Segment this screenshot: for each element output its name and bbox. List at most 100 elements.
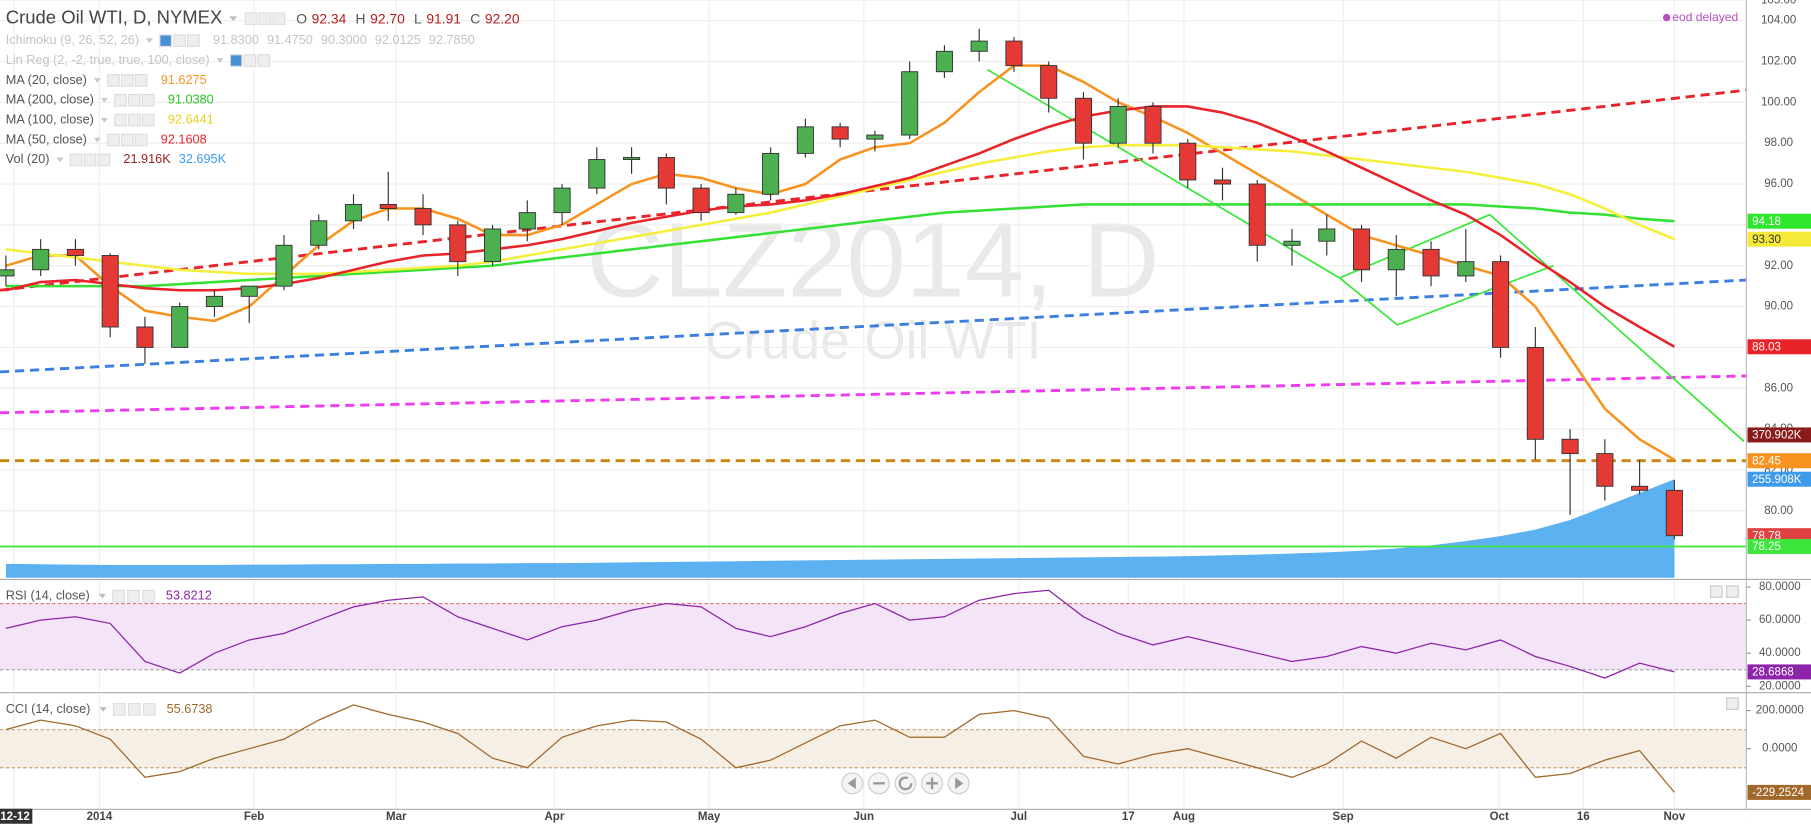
price-label-box — [1747, 471, 1811, 487]
candle-body — [1631, 485, 1649, 491]
price-label: 255.908K — [1752, 474, 1802, 486]
price-label: 88.03 — [1752, 341, 1781, 353]
legend-value: 21.916K — [123, 152, 171, 166]
trend-line — [1339, 277, 1398, 326]
candle-body — [205, 295, 224, 308]
price-label-box — [1747, 213, 1811, 229]
chart-title: Crude Oil WTI, D, NYMEX — [6, 7, 223, 28]
legend-value: 32.695K — [179, 152, 227, 166]
menu-arrow — [98, 593, 106, 599]
value-label: -229.2524 — [1752, 787, 1805, 799]
menu-arrow — [93, 78, 101, 83]
candle-body — [0, 269, 15, 277]
candle-body — [657, 157, 675, 189]
candle-body — [1352, 228, 1371, 271]
legend-value: 92.6441 — [168, 112, 214, 126]
candle-body — [1387, 248, 1405, 271]
candle-body — [136, 326, 154, 348]
pane-button[interactable] — [1709, 585, 1723, 598]
ohlc-value: 92.20 — [485, 11, 520, 27]
legend-icon — [134, 74, 148, 87]
candle-body — [1179, 142, 1197, 181]
x-tick-label: Nov — [1663, 811, 1685, 823]
pane-button[interactable] — [1726, 585, 1739, 598]
icon — [926, 777, 938, 790]
header-icon — [244, 12, 258, 26]
pane-title: RSI (14, close) — [6, 589, 90, 603]
y-tick-label: 20.0000 — [1759, 680, 1801, 692]
price-label-box — [1747, 427, 1811, 443]
y-tick-label: 104.00 — [1761, 15, 1796, 27]
x-tick-label: May — [698, 811, 721, 823]
x-tick-label: 17 — [1122, 811, 1135, 823]
candle-body — [449, 224, 467, 263]
candle-body — [275, 244, 293, 287]
candle-body — [1492, 261, 1510, 348]
y-tick-label: 40.0000 — [1759, 647, 1801, 659]
candle-body — [623, 157, 641, 160]
legend-icon — [173, 34, 186, 48]
legend-icon — [114, 113, 127, 127]
y-tick-label: 102.00 — [1761, 56, 1796, 68]
value-label: 28.6868 — [1752, 667, 1794, 679]
candle-body — [1283, 240, 1301, 246]
legend-icon — [141, 93, 155, 107]
candle-body — [901, 71, 919, 136]
menu-arrow — [216, 58, 224, 63]
legend-icon — [107, 133, 120, 147]
y-tick-label: 98.00 — [1764, 137, 1793, 149]
candle-body — [32, 248, 50, 271]
legend-icon — [114, 93, 127, 107]
legend-icon — [257, 54, 271, 67]
x-tick-label: 16 — [1577, 811, 1590, 823]
candle-body — [1109, 105, 1127, 144]
y-tick-label: 80.0000 — [1759, 581, 1801, 593]
menu-arrow — [100, 97, 108, 103]
menu-arrow — [93, 137, 101, 143]
ohlc-key: O — [296, 11, 307, 27]
legend-icon — [120, 74, 134, 87]
candle-body — [1561, 438, 1579, 455]
candle-body — [483, 228, 502, 263]
candle-body — [379, 203, 397, 210]
reset-button[interactable] — [894, 772, 917, 795]
legend-icon — [134, 133, 148, 147]
legend-icon — [243, 54, 257, 67]
header-icon — [272, 12, 286, 26]
pane-value: 55.6738 — [167, 702, 213, 716]
legend-name: MA (50, close) — [6, 132, 87, 146]
candle-body — [66, 248, 84, 256]
legend-value: 91.6275 — [161, 73, 207, 87]
candle-body — [1074, 97, 1093, 144]
y-tick-label: 90.00 — [1764, 301, 1793, 313]
legend-icon — [69, 153, 83, 167]
legend-value: 90.3000 — [321, 33, 367, 47]
volume-area — [5, 479, 1675, 578]
y-tick-label: 86.00 — [1764, 382, 1793, 394]
legend-icon — [120, 133, 134, 147]
time-cursor-box — [0, 808, 33, 824]
icon — [898, 776, 913, 791]
x-tick-label: Jul — [1010, 811, 1027, 823]
legend-icon — [159, 34, 172, 48]
pane-icon — [142, 589, 155, 603]
candle-body — [101, 255, 119, 328]
pane-button[interactable] — [1726, 697, 1739, 710]
candle-body — [1422, 248, 1440, 277]
price-label: 82.45 — [1752, 455, 1781, 467]
ohlc-value: 91.91 — [426, 11, 461, 27]
pane-icon — [112, 703, 126, 716]
ohlc-key: L — [414, 11, 422, 27]
candle-body — [240, 285, 258, 297]
y-tick-label: 200.0000 — [1756, 705, 1804, 717]
legend-icon — [128, 113, 141, 127]
candle-body — [1665, 489, 1683, 537]
legend-icon — [229, 54, 243, 67]
ohlc-key: C — [470, 11, 480, 27]
value-label-box — [1747, 664, 1811, 680]
candle-body — [518, 212, 536, 230]
candle-body — [970, 40, 988, 52]
y-tick-label: 96.00 — [1764, 178, 1793, 190]
header-icon — [258, 12, 272, 26]
